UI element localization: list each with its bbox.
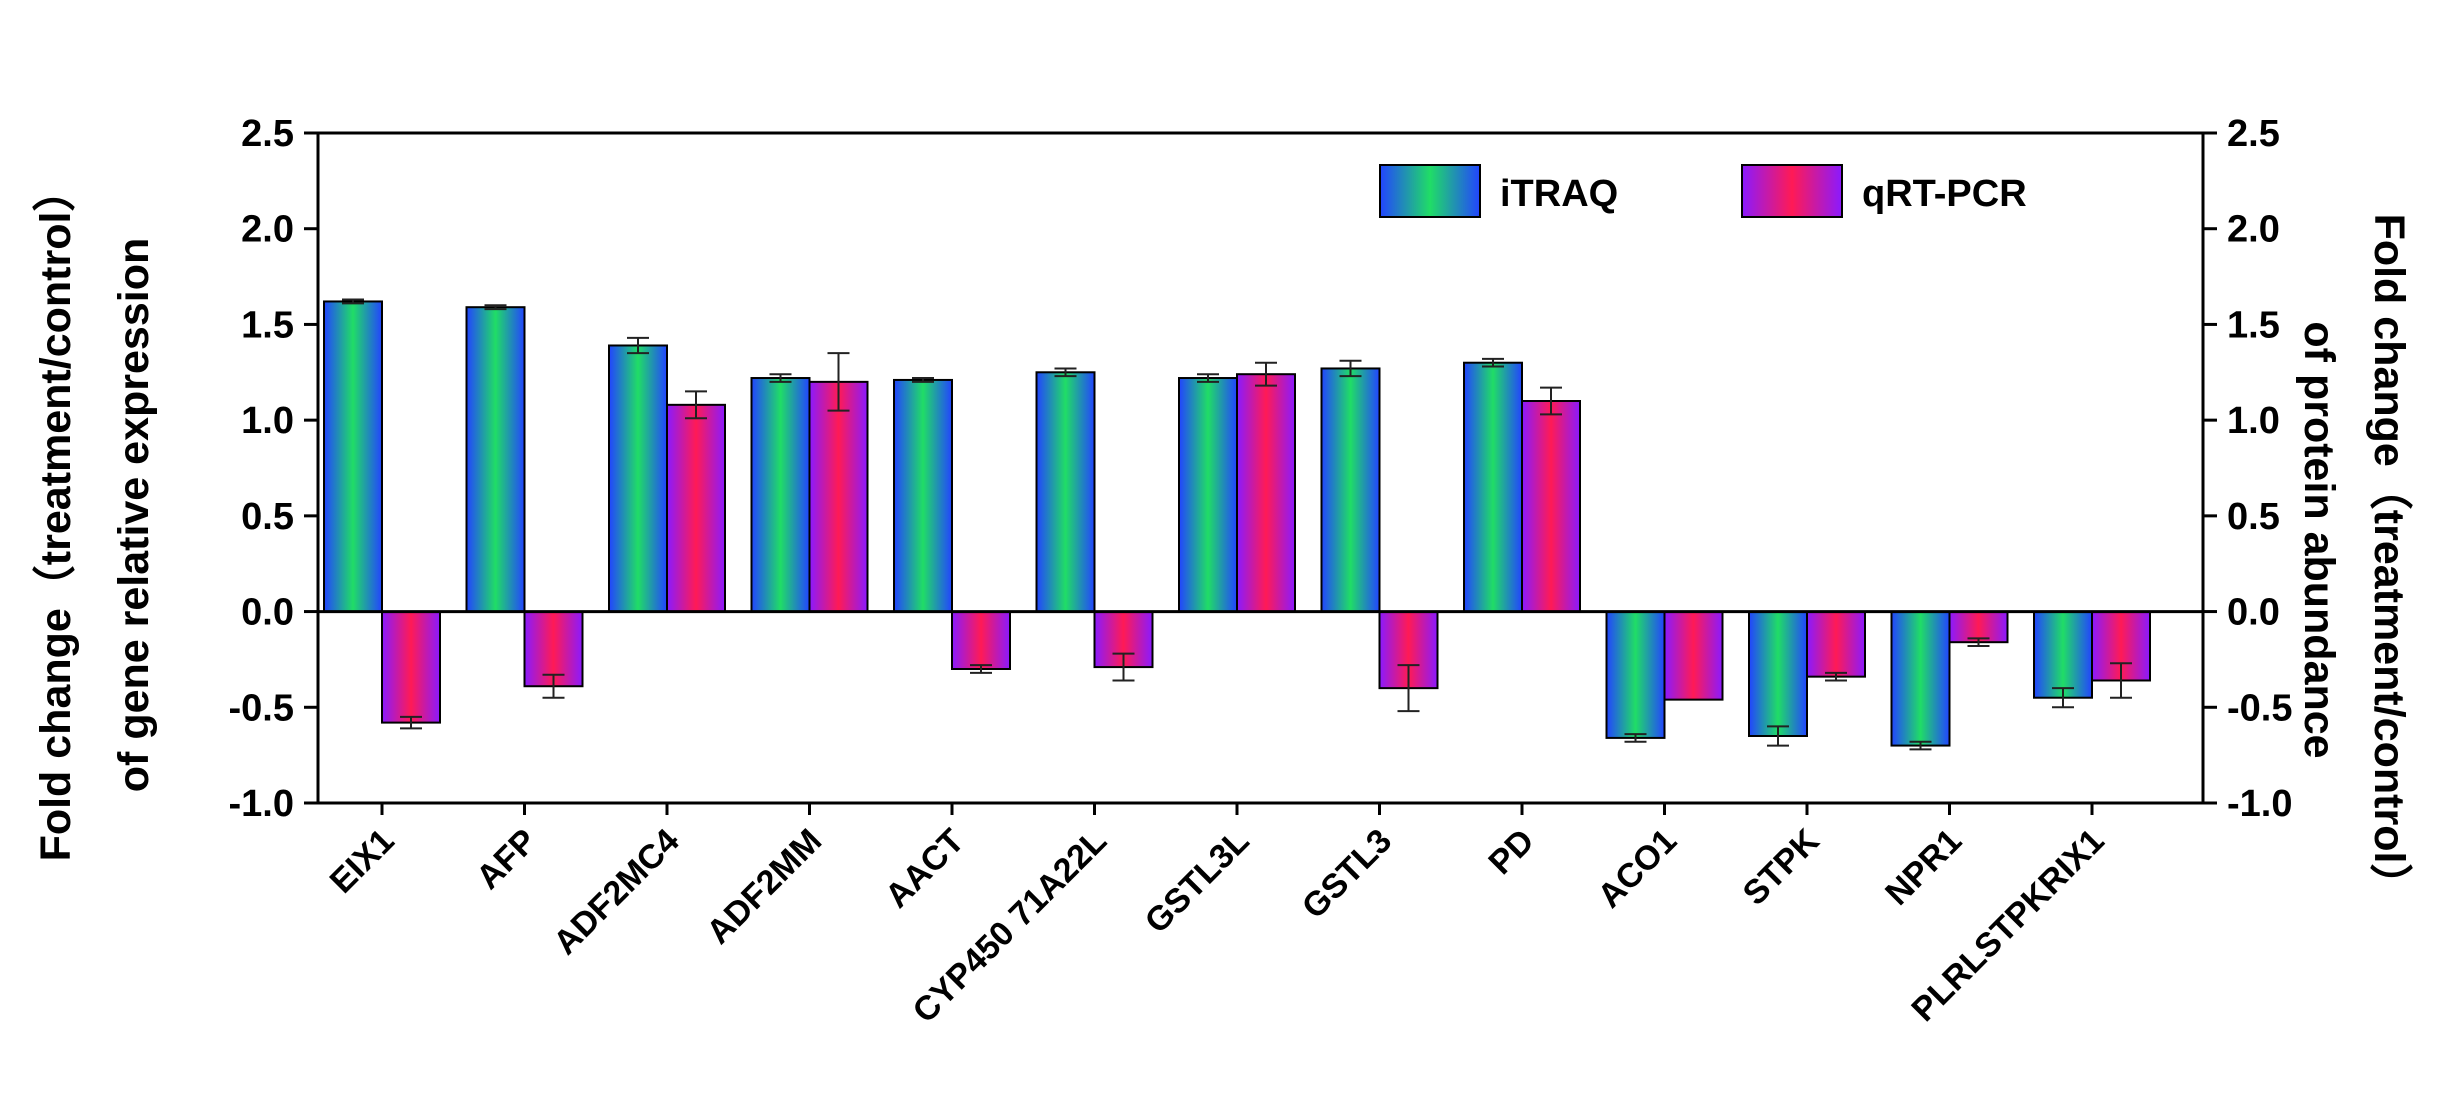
y-tick-label-left: 2.0 bbox=[241, 209, 294, 251]
legend-swatch-itraq bbox=[1379, 164, 1481, 218]
y-tick-label-left: 0.5 bbox=[241, 496, 294, 538]
x-category-label: PD bbox=[1481, 822, 1541, 882]
y-tick-label-right: 1.5 bbox=[2227, 304, 2280, 346]
bar-itraq-adf2mm bbox=[750, 377, 811, 613]
bar-itraq-aco1 bbox=[1605, 610, 1666, 739]
y-axis-title-right-line2: of protein abundance bbox=[2295, 321, 2343, 758]
y-tick-label-left: -0.5 bbox=[229, 687, 294, 729]
x-category-label: AACT bbox=[878, 822, 972, 916]
x-category-label: GSTL3 bbox=[1295, 822, 1399, 926]
bar-itraq-cyp450-71a22l bbox=[1035, 371, 1096, 613]
bar-qrt-pcr-adf2mm bbox=[808, 380, 869, 613]
bar-itraq-eix1 bbox=[323, 300, 383, 613]
bar-itraq-stpk bbox=[1748, 610, 1808, 737]
bar-qrt-pcr-aact bbox=[951, 610, 1011, 670]
bar-qrt-pcr-adf2mc4 bbox=[666, 403, 726, 613]
y-tick-label-left: 2.5 bbox=[241, 113, 294, 155]
bar-qrt-pcr-npr1 bbox=[1948, 610, 2009, 644]
x-category-label: AFP bbox=[469, 822, 544, 897]
x-category-label: ADF2MM bbox=[699, 822, 829, 952]
bar-itraq-pd bbox=[1463, 361, 1523, 613]
y-tick-label-right: 2.0 bbox=[2227, 209, 2280, 251]
legend: iTRAQ qRT-PCR bbox=[1379, 164, 2027, 218]
x-category-label: ADF2MC4 bbox=[546, 822, 686, 962]
bar-itraq-gstl3l bbox=[1178, 377, 1238, 613]
bar-itraq-afp bbox=[465, 306, 526, 613]
bar-itraq-plrlstpkrix1 bbox=[2033, 610, 2093, 699]
y-tick-label-left: 0.0 bbox=[241, 592, 294, 634]
x-category-label: STPK bbox=[1736, 821, 1827, 912]
y-tick-label-left: -1.0 bbox=[229, 783, 294, 825]
y-axis-title-left-line2: of gene relative expression bbox=[110, 238, 158, 792]
y-tick-label-right: -0.5 bbox=[2227, 687, 2292, 729]
bar-qrt-pcr-gstl3l bbox=[1236, 373, 1296, 613]
y-tick-label-left: 1.5 bbox=[241, 304, 294, 346]
y-tick-label-right: -1.0 bbox=[2227, 783, 2292, 825]
error-bars-layer bbox=[342, 298, 2132, 751]
y-tick-label-right: 0.5 bbox=[2227, 496, 2280, 538]
bar-qrt-pcr-stpk bbox=[1806, 610, 1866, 678]
plot-frame bbox=[316, 131, 2205, 805]
bar-itraq-adf2mc4 bbox=[608, 344, 668, 613]
y-tick-label-right: 0.0 bbox=[2227, 592, 2280, 634]
ticks-layer: -1.0 -1.0 -0.5 -0.5 0.0 0.0 0.5 0.5 1.0 1.0 1.5 1.5… bbox=[229, 113, 2293, 825]
bars-layer bbox=[323, 300, 2151, 747]
bar-qrt-pcr-pd bbox=[1521, 400, 1581, 613]
bar-itraq-npr1 bbox=[1890, 610, 1951, 747]
y-tick-label-right: 2.5 bbox=[2227, 113, 2280, 155]
legend-label-qrt-pcr: qRT-PCR bbox=[1862, 173, 2027, 215]
x-category-label: ACO1 bbox=[1590, 822, 1684, 916]
x-category-label: EIX1 bbox=[323, 822, 402, 901]
y-axis-title-right-line1: Fold change（treatment/control） bbox=[2365, 214, 2413, 907]
bar-itraq-aact bbox=[893, 378, 953, 613]
bar-qrt-pcr-eix1 bbox=[381, 610, 441, 724]
y-axis-title-left-line1: Fold change（treatment/control） bbox=[32, 169, 80, 862]
legend-swatch-qrt-pcr bbox=[1741, 164, 1843, 218]
x-category-label: GSTL3L bbox=[1138, 822, 1257, 941]
y-tick-label-right: 1.0 bbox=[2227, 400, 2280, 442]
legend-label-itraq: iTRAQ bbox=[1500, 173, 1618, 215]
bar-itraq-gstl3 bbox=[1320, 367, 1381, 613]
y-tick-label-left: 1.0 bbox=[241, 400, 294, 442]
x-category-label: NPR1 bbox=[1878, 822, 1969, 913]
bar-qrt-pcr-aco1 bbox=[1663, 610, 1724, 701]
